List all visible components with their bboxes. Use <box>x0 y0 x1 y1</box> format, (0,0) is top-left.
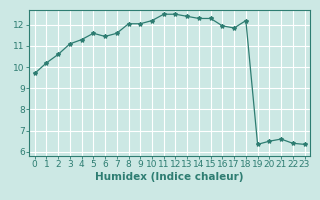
X-axis label: Humidex (Indice chaleur): Humidex (Indice chaleur) <box>95 172 244 182</box>
